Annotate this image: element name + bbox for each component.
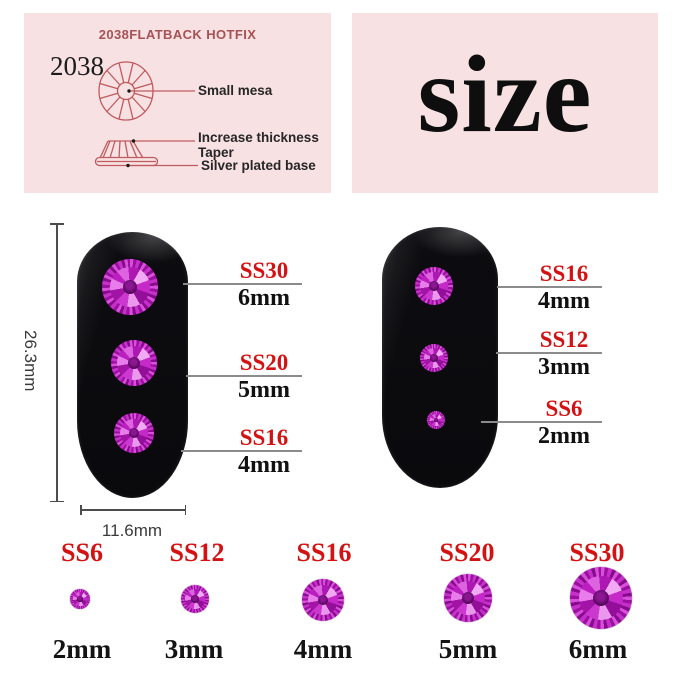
callout-ss20: SS20 5mm — [204, 350, 324, 403]
nail-length-value: 26.3mm — [21, 330, 40, 392]
ss-code: SS16 — [239, 425, 289, 450]
leader-left-ss16 — [181, 450, 302, 452]
gem-left-ss30 — [102, 259, 158, 315]
side-view-drawing — [94, 140, 159, 167]
chart-ss20-code: SS20 — [439, 538, 495, 567]
leader-right-ss16 — [497, 286, 602, 288]
chart-ss30-code: SS30 — [569, 538, 625, 567]
size-panel: size — [352, 13, 658, 193]
diagram-label-silver-plated-base: Silver plated base — [201, 158, 316, 173]
chart-gem-ss20 — [444, 574, 492, 622]
chart-gem-ss16 — [302, 579, 344, 621]
gem-left-ss20 — [111, 340, 157, 386]
mm-size: 2mm — [538, 423, 590, 449]
callout-ss16-right: SS16 4mm — [504, 261, 624, 314]
chart-ss16-code: SS16 — [296, 538, 352, 567]
ss-code: SS30 — [239, 258, 289, 283]
chart-ss20-mm: 5mm — [438, 634, 498, 664]
callout-ss30: SS30 6mm — [204, 258, 324, 311]
gem-left-ss16 — [114, 413, 154, 453]
size-panel-title: size — [417, 33, 593, 155]
model-number: 2038 — [50, 51, 104, 81]
nail-length-measure-line — [51, 223, 62, 502]
callout-ss12: SS12 3mm — [504, 327, 624, 380]
mm-size: 6mm — [238, 285, 290, 311]
mm-size: 5mm — [238, 377, 290, 403]
chart-ss30-mm: 6mm — [568, 634, 628, 664]
chart-ss6-code: SS6 — [61, 538, 103, 567]
mm-size: 3mm — [538, 354, 590, 380]
chart-ss6-mm: 2mm — [52, 634, 112, 664]
gem-right-ss6 — [427, 411, 445, 429]
gem-right-ss12 — [420, 344, 448, 372]
diagram-panel-title: 2038FLATBACK HOTFIX — [98, 27, 257, 42]
chart-ss16-mm: 4mm — [293, 634, 353, 664]
chart-gem-ss12 — [181, 585, 209, 613]
callout-ss16: SS16 4mm — [204, 425, 324, 478]
diagram-panel: 2038FLATBACK HOTFIX 2038 — [24, 13, 331, 193]
nail-width-measure-line — [80, 506, 186, 514]
chart-gem-ss30 — [570, 567, 632, 629]
nail-width-value: 11.6mm — [101, 521, 163, 540]
callout-dots — [126, 89, 136, 168]
leader-right-ss6 — [481, 421, 602, 423]
gem-right-ss16 — [415, 267, 453, 305]
diagram-label-increase-thickness: Increase thickness — [198, 130, 319, 145]
chart-ss12-mm: 3mm — [164, 634, 224, 664]
diagram-label-small-mesa: Small mesa — [198, 83, 273, 98]
diagram-label-taper: Taper — [198, 145, 234, 160]
callout-ss6: SS6 2mm — [504, 396, 624, 449]
mm-size: 4mm — [238, 452, 290, 478]
leader-left-ss30 — [183, 283, 302, 285]
ss-code: SS16 — [539, 261, 589, 286]
callout-leader-lines — [130, 90, 198, 167]
rhinestone-structure-diagram — [94, 61, 198, 168]
ss-code: SS12 — [539, 327, 589, 352]
leader-right-ss12 — [496, 352, 602, 354]
chart-ss12-code: SS12 — [169, 538, 225, 567]
ss-code: SS6 — [545, 396, 583, 421]
leader-left-ss20 — [186, 375, 302, 377]
ss-code: SS20 — [239, 350, 289, 375]
mm-size: 4mm — [538, 288, 590, 314]
chart-gem-ss6 — [70, 589, 90, 609]
